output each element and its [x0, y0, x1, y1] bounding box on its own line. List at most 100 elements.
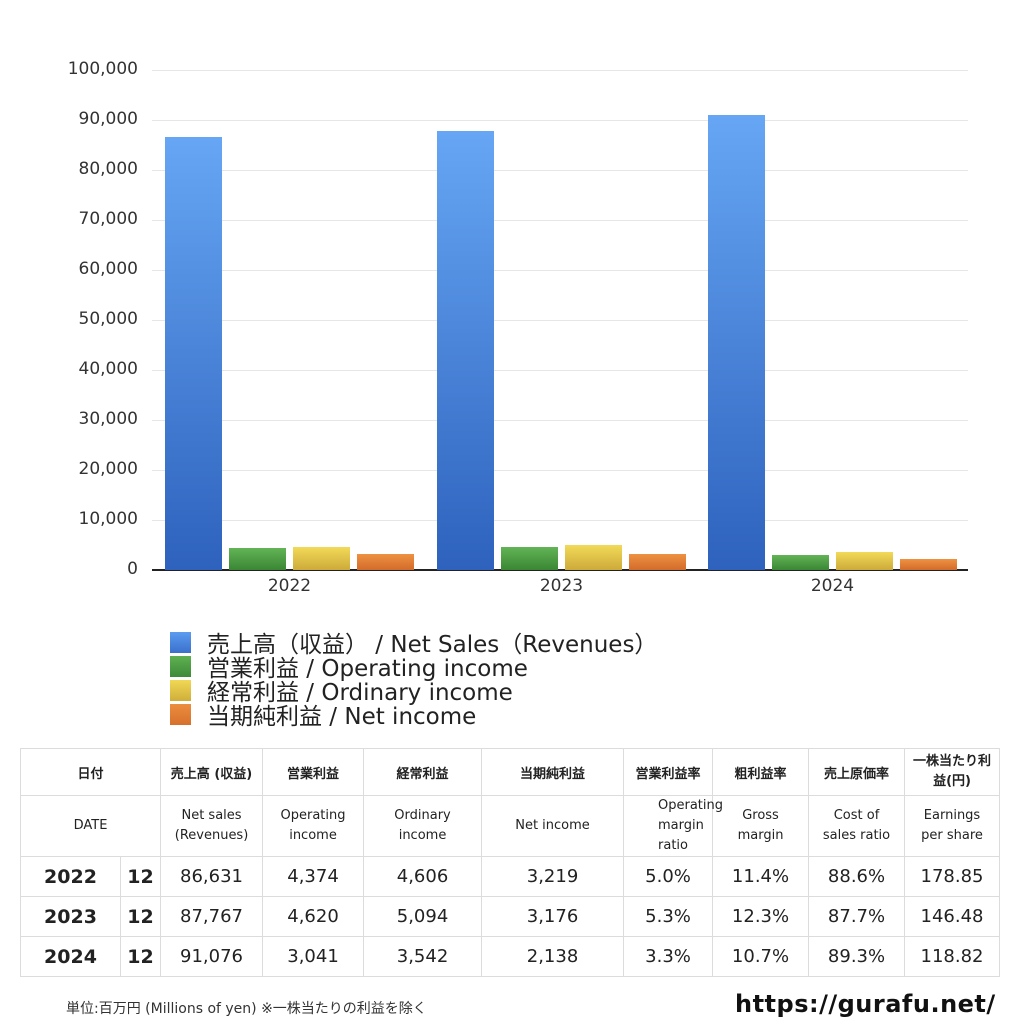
- bar-chart: 0 10,000 20,000 30,000 40,000 50,000 60,000 70,…: [67, 59, 968, 596]
- year-cell: 2023: [20, 896, 121, 937]
- bar-2023-series-2: [565, 544, 622, 570]
- chart-legend: 売上高（収益） / Net Sales（Revenues） 営業利益 / Ope…: [170, 630, 657, 730]
- header-cost-ratio-en: Cost of sales ratio: [808, 795, 906, 857]
- bar-2022-series-2: [293, 546, 350, 570]
- month-cell: 12: [119, 856, 162, 897]
- gridline: [152, 420, 968, 421]
- gross-margin-cell: 12.3%: [712, 896, 810, 937]
- gridline: [152, 70, 968, 71]
- operating-margin-cell: 5.3%: [623, 896, 714, 937]
- legend-label: 営業利益 / Operating income: [207, 656, 528, 682]
- legend-item-net-income: 当期純利益 / Net income: [170, 702, 657, 730]
- y-tick-label: 10,000: [78, 509, 138, 529]
- legend-item-net-sales: 売上高（収益） / Net Sales（Revenues）: [170, 630, 657, 658]
- header-eps-jp: 一株当たり利益(円): [904, 748, 1001, 796]
- gridline: [152, 470, 968, 471]
- gridline: [152, 170, 968, 171]
- y-tick-label: 30,000: [78, 409, 138, 429]
- y-tick-label: 20,000: [78, 459, 138, 479]
- y-tick-label: 0: [127, 559, 138, 579]
- header-net-sales-jp: 売上高 (収益): [160, 748, 264, 796]
- bar-2023-series-3: [629, 554, 686, 570]
- header-ordinary-income-en: Ordinary income: [363, 795, 483, 857]
- header-ordinary-income-jp: 経常利益: [363, 748, 483, 796]
- gridline: [152, 220, 968, 221]
- cost-ratio-cell: 87.7%: [808, 896, 906, 937]
- ordinary-income-cell: 3,542: [363, 936, 483, 977]
- table-row: 2024 12 91,076 3,041 3,542 2,138 3.3% 10…: [20, 936, 1001, 977]
- bar-2024-series-0: [708, 114, 765, 570]
- net-sales-cell: 86,631: [160, 856, 264, 897]
- eps-cell: 118.82: [904, 936, 1001, 977]
- month-cell: 12: [119, 896, 162, 937]
- cost-ratio-cell: 89.3%: [808, 936, 906, 977]
- gridline: [152, 370, 968, 371]
- financial-table: 日付 売上高 (収益) 営業利益 経常利益 当期純利益 営業利益率 粗利益率 売…: [19, 748, 1001, 977]
- bar-2022-series-1: [229, 548, 286, 570]
- bar-2022-series-3: [357, 553, 414, 570]
- ordinary-income-cell: 5,094: [363, 896, 483, 937]
- y-tick-label: 60,000: [78, 259, 138, 279]
- eps-cell: 146.48: [904, 896, 1001, 937]
- net-income-cell: 3,176: [481, 896, 625, 937]
- net-sales-cell: 91,076: [160, 936, 264, 977]
- legend-item-operating-income: 営業利益 / Operating income: [170, 654, 657, 682]
- bar-2022-series-0: [165, 136, 222, 570]
- bar-2024-series-2: [836, 552, 893, 570]
- operating-margin-cell: 3.3%: [623, 936, 714, 977]
- operating-income-cell: 4,620: [262, 896, 365, 937]
- header-gross-margin-jp: 粗利益率: [712, 748, 810, 796]
- x-tick-label: 2024: [810, 576, 855, 596]
- gridline: [152, 120, 968, 121]
- operating-income-cell: 3,041: [262, 936, 365, 977]
- legend-swatch-blue: [170, 631, 191, 653]
- y-tick-label: 50,000: [78, 309, 138, 329]
- x-tick-label: 2022: [267, 576, 312, 596]
- unit-footnote: 単位:百万円 (Millions of yen) ※一株当たりの利益を除く: [66, 1001, 427, 1017]
- header-net-sales-en: Net sales (Revenues): [160, 795, 264, 857]
- y-tick-label: 40,000: [78, 359, 138, 379]
- bar-2023-series-1: [501, 546, 558, 570]
- header-row-jp: 日付 売上高 (収益) 営業利益 経常利益 当期純利益 営業利益率 粗利益率 売…: [19, 748, 1001, 796]
- header-net-income-en: Net income: [481, 795, 625, 857]
- bar-2024-series-3: [900, 559, 957, 570]
- cost-ratio-cell: 88.6%: [808, 856, 906, 897]
- year-cell: 2024: [20, 936, 121, 977]
- x-tick-label: 2023: [539, 576, 584, 596]
- legend-item-ordinary-income: 経常利益 / Ordinary income: [170, 678, 657, 706]
- bar-2024-series-1: [772, 554, 829, 570]
- header-date-en: DATE: [19, 795, 162, 857]
- eps-cell: 178.85: [904, 856, 1001, 897]
- header-cost-ratio-jp: 売上原価率: [808, 748, 906, 796]
- ordinary-income-cell: 4,606: [363, 856, 483, 897]
- legend-swatch-yellow: [170, 679, 191, 701]
- table-row: 2023 12 87,767 4,620 5,094 3,176 5.3% 12…: [20, 896, 1001, 937]
- header-date-jp: 日付: [19, 748, 162, 796]
- gross-margin-cell: 11.4%: [712, 856, 810, 897]
- header-eps-en: Earnings per share: [904, 795, 1001, 857]
- y-tick-label: 90,000: [78, 109, 138, 129]
- header-operating-margin-en: Operating margin ratio: [623, 795, 723, 857]
- table-row: 2022 12 86,631 4,374 4,606 3,219 5.0% 11…: [20, 856, 1001, 897]
- operating-income-cell: 4,374: [262, 856, 365, 897]
- y-tick-label: 100,000: [67, 59, 138, 79]
- gross-margin-cell: 10.7%: [712, 936, 810, 977]
- month-cell: 12: [119, 936, 162, 977]
- bar-2023-series-0: [437, 131, 494, 570]
- operating-margin-cell: 5.0%: [623, 856, 714, 897]
- header-net-income-jp: 当期純利益: [481, 748, 625, 796]
- legend-swatch-green: [170, 655, 191, 677]
- gridline: [152, 520, 968, 521]
- site-url-link[interactable]: https://gurafu.net/: [735, 990, 996, 1018]
- net-sales-cell: 87,767: [160, 896, 264, 937]
- header-operating-margin-jp: 営業利益率: [623, 748, 714, 796]
- gridline: [152, 320, 968, 321]
- net-income-cell: 3,219: [481, 856, 625, 897]
- header-row-en: DATE Net sales (Revenues) Operating inco…: [19, 795, 1001, 857]
- legend-label: 経常利益 / Ordinary income: [207, 680, 513, 706]
- header-gross-margin-en: Gross margin: [712, 795, 810, 857]
- legend-label: 当期純利益 / Net income: [207, 704, 477, 730]
- y-tick-label: 70,000: [78, 209, 138, 229]
- gridline: [152, 270, 968, 271]
- year-cell: 2022: [20, 856, 121, 897]
